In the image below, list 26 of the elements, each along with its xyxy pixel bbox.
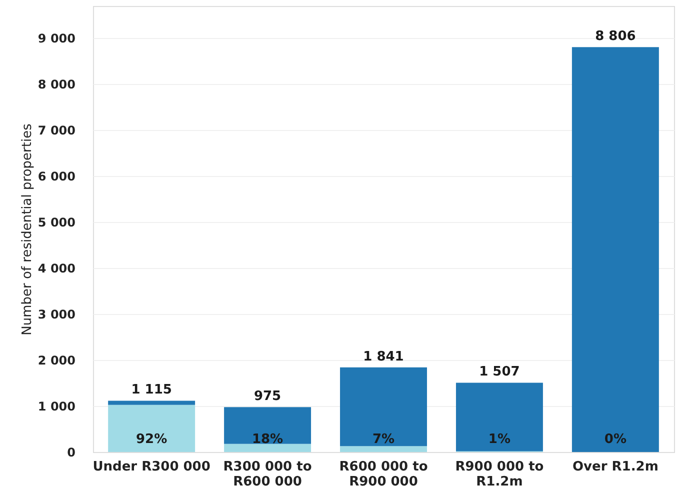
y-tick-label: 5 000 <box>38 216 76 230</box>
x-tick-label: Under R300 000 <box>92 460 210 474</box>
x-tick-label: Over R1.2m <box>572 460 658 474</box>
annotation: 18% <box>252 432 284 447</box>
y-tick-label: 6 000 <box>38 170 76 184</box>
y-axis-title: Number of residential properties <box>20 123 35 336</box>
annotation: 92% <box>136 432 168 447</box>
y-tick-label: 3 000 <box>38 308 76 322</box>
x-tick-label: R300 000 to R600 000 <box>223 460 312 490</box>
total-label: 1 115 <box>131 382 172 398</box>
y-tick-label: 4 000 <box>38 262 76 276</box>
total-label: 8 806 <box>595 29 636 44</box>
x-tick-label: R600 000 to R900 000 <box>339 460 428 490</box>
y-tick-label: 1 000 <box>38 400 76 414</box>
y-tick-label: 8 000 <box>38 78 76 92</box>
y-tick-label: 0 <box>67 446 76 460</box>
annotation: 7% <box>372 432 395 447</box>
total-label: 1 507 <box>479 364 520 380</box>
y-tick-label: 9 000 <box>38 32 76 46</box>
total-label: 1 841 <box>363 349 404 364</box>
annotation: 0% <box>604 432 626 447</box>
y-tick-label: 7 000 <box>38 124 76 138</box>
total-label: 975 <box>254 389 282 404</box>
x-tick-label: R900 000 to R1.2m <box>455 460 544 490</box>
annotation: 1% <box>488 432 511 447</box>
y-tick-label: 2 000 <box>38 354 76 368</box>
